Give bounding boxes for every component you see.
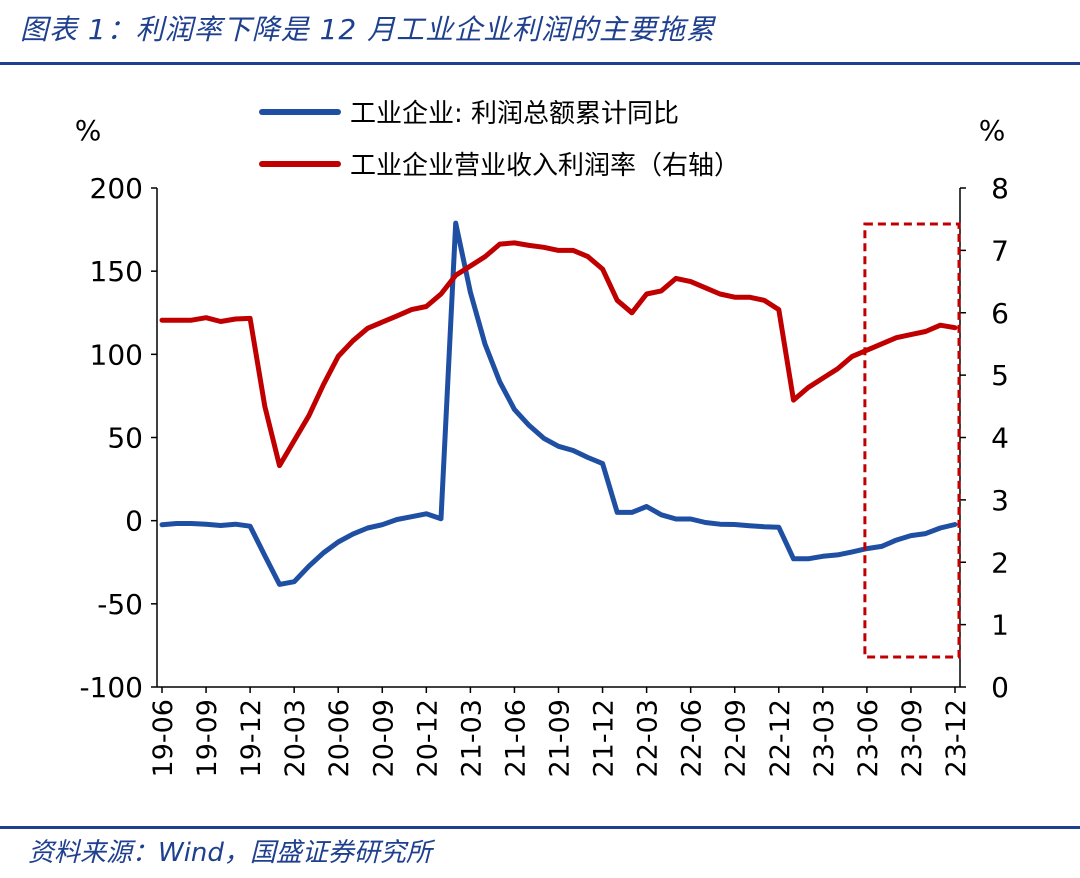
header-rule bbox=[0, 62, 1080, 65]
x-tick-label: 20-12 bbox=[412, 699, 443, 777]
axes: 200 150 100 50 0 -50 -100% 8 7 6 5 4 3 2 1 0% 19-06 19-09… bbox=[75, 114, 1009, 777]
x-tick-label: 23-03 bbox=[809, 699, 840, 777]
x-tick-label: 19-09 bbox=[192, 699, 223, 777]
x-tick-label: 22-09 bbox=[721, 699, 752, 777]
footer-rule bbox=[0, 826, 1080, 829]
x-tick-label: 23-09 bbox=[897, 699, 928, 777]
x-tick-label: 21-03 bbox=[456, 699, 487, 777]
series-line-1 bbox=[159, 220, 958, 587]
x-tick-label: 23-12 bbox=[941, 699, 972, 777]
left-tick-label: -50 bbox=[97, 588, 143, 621]
highlight-box bbox=[863, 222, 961, 659]
x-tick-label: 19-12 bbox=[236, 699, 267, 777]
right-tick-label: 0 bbox=[991, 671, 1009, 704]
right-tick-label: 4 bbox=[991, 422, 1009, 455]
left-tick-label: 0 bbox=[125, 505, 143, 538]
highlight-layer bbox=[863, 222, 961, 659]
x-tick-label: 21-12 bbox=[589, 699, 620, 777]
x-tick-label: 22-06 bbox=[677, 699, 708, 777]
right-tick-label: 8 bbox=[991, 172, 1009, 205]
left-tick-label: 100 bbox=[90, 338, 143, 371]
chart-title: 图表 1：利润率下降是 12 月工业企业利润的主要拖累 bbox=[20, 13, 716, 46]
x-tick-label: 20-09 bbox=[368, 699, 399, 777]
left-axis-unit: % bbox=[75, 114, 102, 147]
left-tick-label: 50 bbox=[107, 422, 143, 455]
right-axis-unit: % bbox=[979, 114, 1006, 147]
x-tick-label: 20-06 bbox=[324, 699, 355, 777]
right-tick-label: 2 bbox=[991, 546, 1009, 579]
x-tick-label: 21-06 bbox=[500, 699, 531, 777]
chart-canvas: 200 150 100 50 0 -50 -100% 8 7 6 5 4 3 2 1 0% 19-06 19-09… bbox=[75, 99, 1009, 777]
right-tick-label: 3 bbox=[991, 484, 1009, 517]
left-tick-label: 200 bbox=[90, 172, 143, 205]
x-tick-label: 22-03 bbox=[633, 699, 664, 777]
left-tick-label: 150 bbox=[90, 255, 143, 288]
legend-label-2: 工业企业营业收入利润率（右轴） bbox=[350, 151, 740, 181]
right-tick-label: 1 bbox=[991, 609, 1009, 642]
x-tick-label: 21-09 bbox=[545, 699, 576, 777]
legend-label-1: 工业企业: 利润总额累计同比 bbox=[350, 99, 679, 129]
left-tick-label: -100 bbox=[79, 671, 143, 704]
right-tick-label: 5 bbox=[991, 359, 1009, 392]
x-tick-label: 22-12 bbox=[765, 699, 796, 777]
source-note: 资料来源：Wind，国盛证券研究所 bbox=[28, 838, 432, 868]
series-lines bbox=[159, 220, 958, 587]
right-tick-label: 7 bbox=[991, 234, 1009, 267]
series-line-2 bbox=[159, 240, 958, 469]
x-tick-label: 19-06 bbox=[148, 699, 179, 777]
x-tick-label: 20-03 bbox=[280, 699, 311, 777]
x-tick-label: 23-06 bbox=[853, 699, 884, 777]
right-tick-label: 6 bbox=[991, 297, 1009, 330]
